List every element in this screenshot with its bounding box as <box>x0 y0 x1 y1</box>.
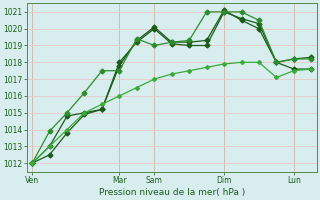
X-axis label: Pression niveau de la mer( hPa ): Pression niveau de la mer( hPa ) <box>99 188 245 197</box>
